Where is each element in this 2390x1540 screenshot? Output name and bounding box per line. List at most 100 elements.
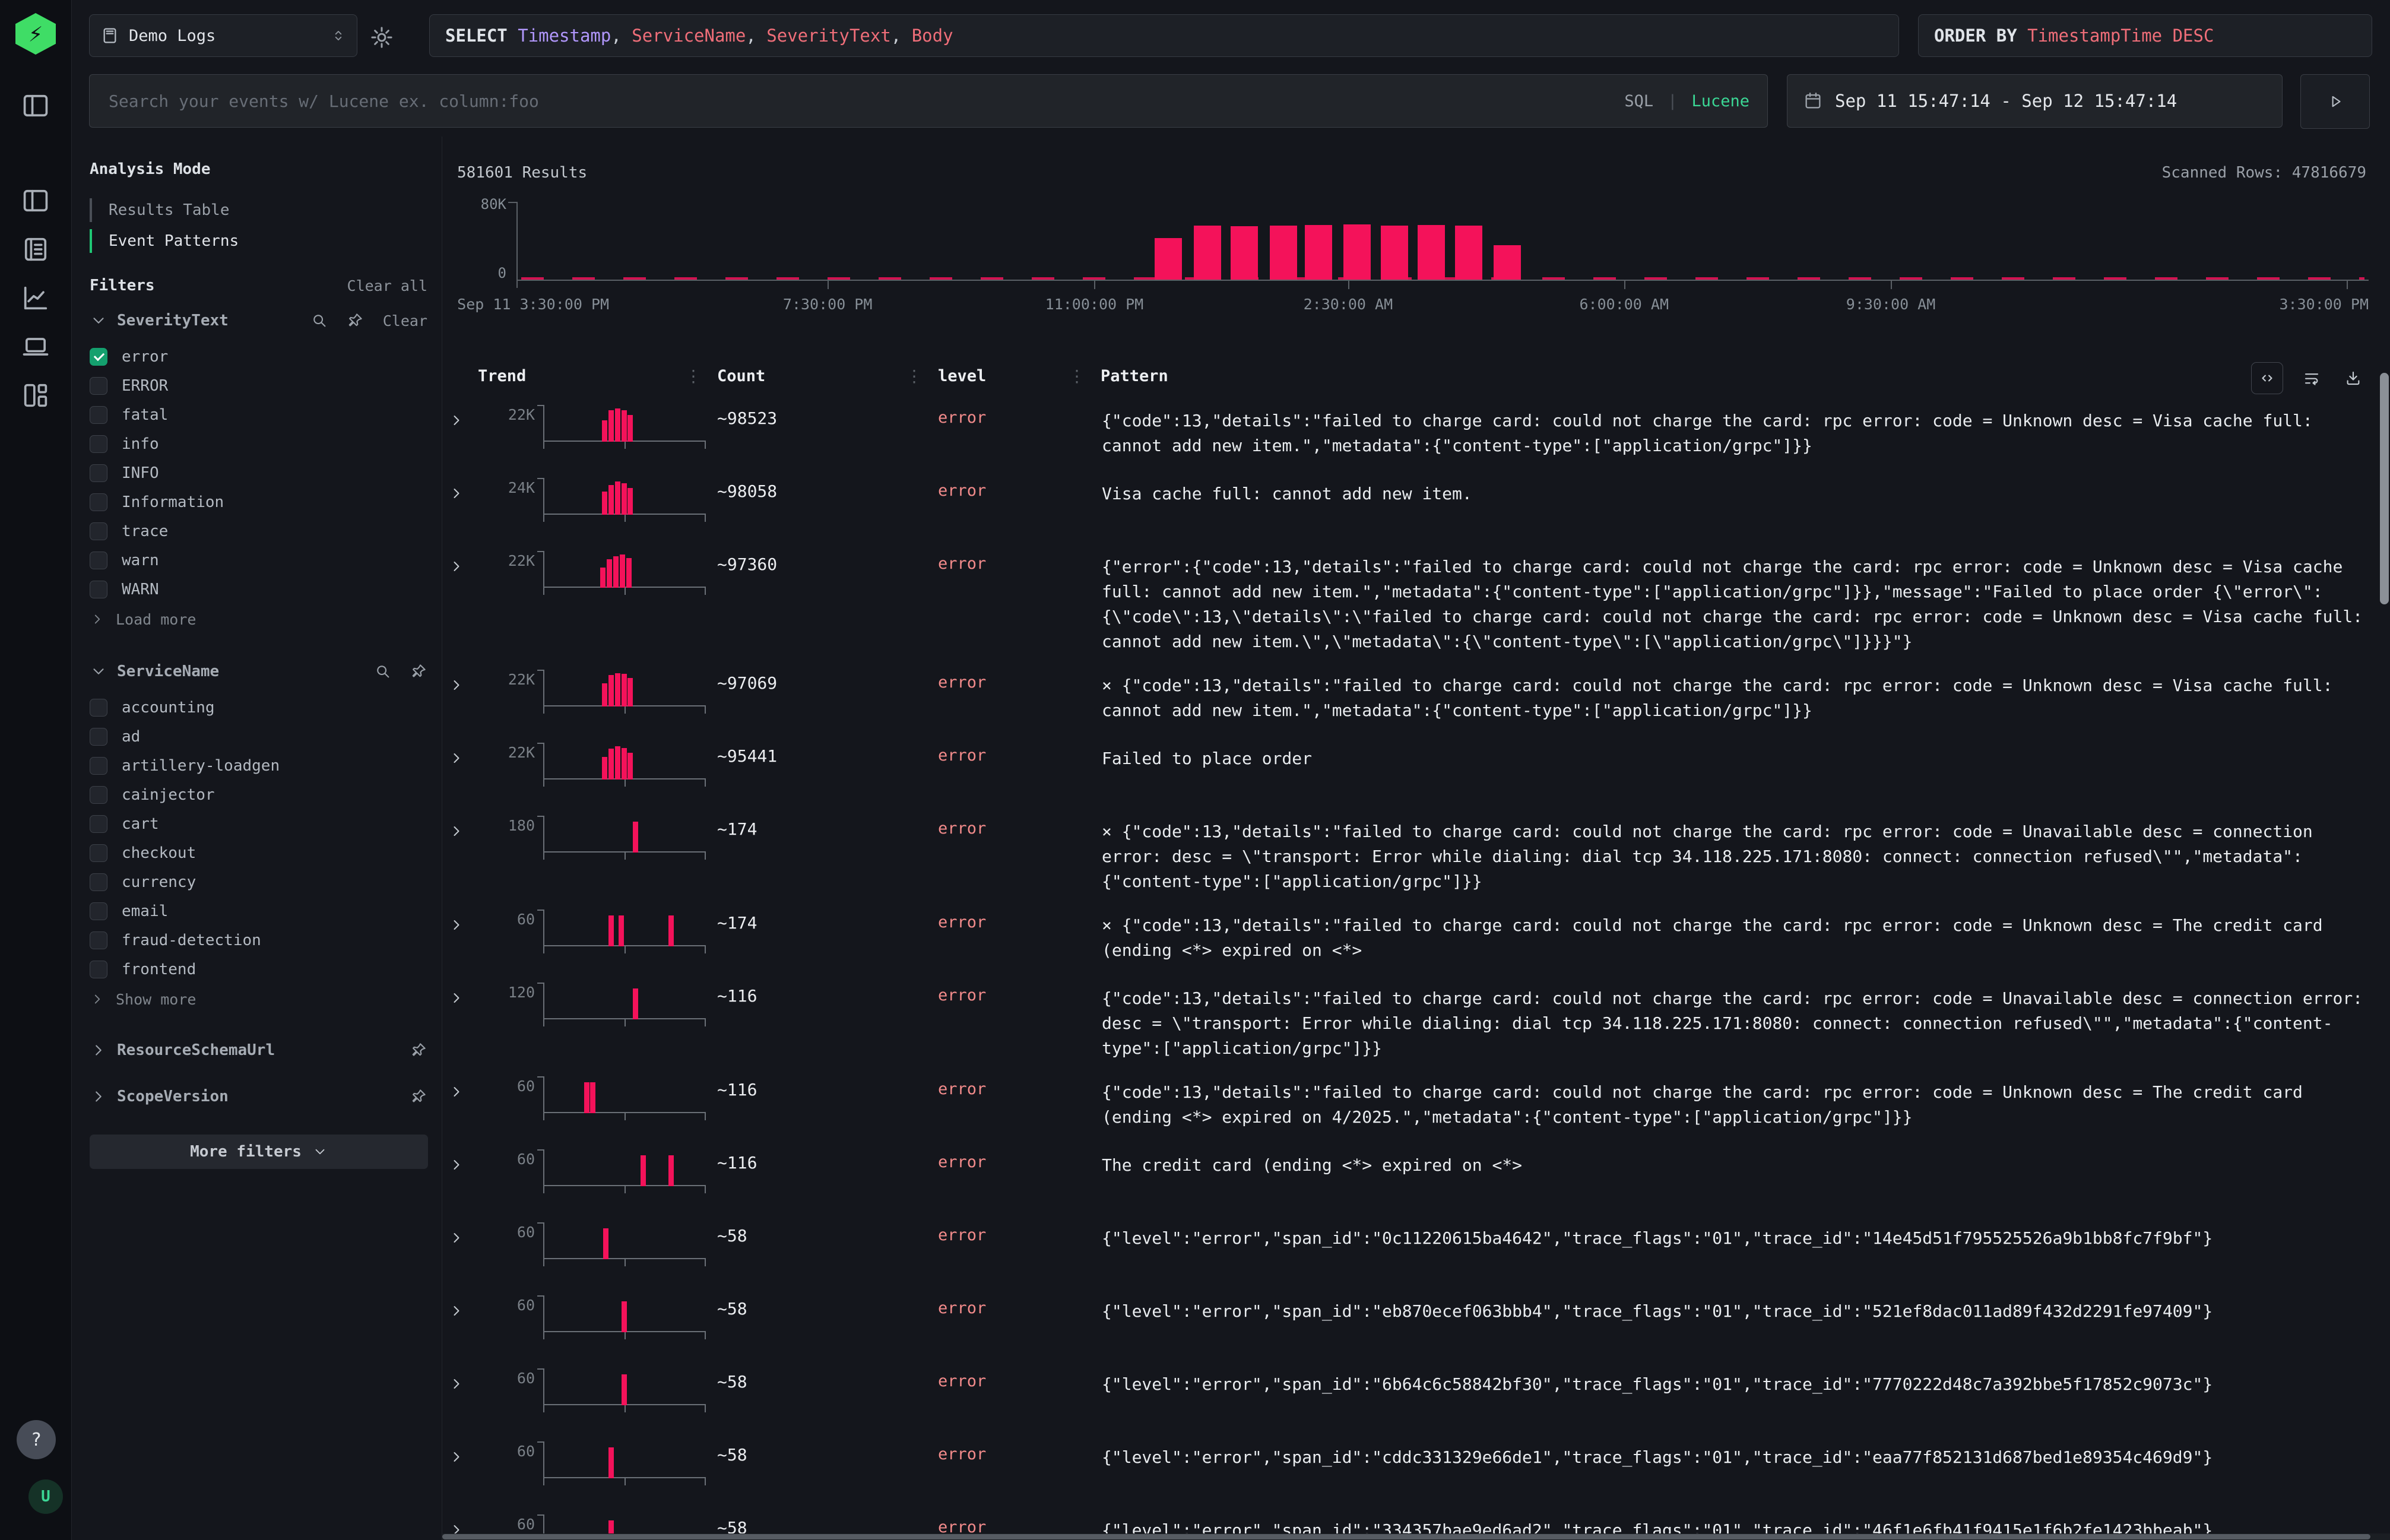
code-block-icon[interactable] [2251,362,2283,394]
filter-option-fraud-detection[interactable]: fraud-detection [90,926,427,955]
table-row[interactable]: 24K ~98058 error Visa cache full: cannot ad… [442,468,2390,541]
sql-select-input[interactable]: SELECT Timestamp, ServiceName, SeverityT… [429,14,1899,57]
expand-row-icon[interactable] [448,1449,465,1465]
wrap-lines-icon[interactable] [2299,365,2325,391]
results-histogram[interactable]: 80K 0 Sep 11 3:30:00 PM 7:30:00 PM 11:00:0… [442,196,2390,332]
analysis-mode-results-table[interactable]: Results Table [90,195,427,226]
expand-row-icon[interactable] [448,1376,465,1392]
filter-option-ad[interactable]: ad [90,722,427,751]
download-icon[interactable] [2340,365,2366,391]
table-row[interactable]: 60 ~174 error × {"code":13,"details":"faile… [442,900,2390,973]
table-row[interactable]: 60 ~116 error The credit card (ending <*> e… [442,1140,2390,1213]
checkbox[interactable] [90,376,107,395]
filter-option-cart[interactable]: cart [90,809,427,838]
checkbox[interactable] [90,902,107,920]
filter-option-WARN[interactable]: WARN [90,575,427,604]
column-header-level[interactable]: ⋮ level [906,366,987,386]
table-row[interactable]: 180 ~174 error × {"code":13,"details":"fail… [442,806,2390,900]
pin-icon[interactable] [410,663,427,680]
expand-row-icon[interactable] [448,485,465,502]
checkbox[interactable] [90,960,107,978]
table-row[interactable]: 60 ~58 error {"level":"error","span_id":"0c… [442,1213,2390,1286]
filter-option-warn[interactable]: warn [90,546,427,575]
checkbox-checked[interactable] [90,347,107,366]
load-more-link[interactable]: Load more [90,604,427,635]
expand-row-icon[interactable] [448,990,465,1006]
panel-left-icon[interactable] [20,185,51,216]
source-select[interactable]: Demo Logs [89,14,357,57]
filter-option-info[interactable]: info [90,429,427,458]
column-header-trend[interactable]: Trend [478,366,527,385]
expand-row-icon[interactable] [448,917,465,933]
column-header-pattern[interactable]: ⋮ Pattern [1069,366,1168,386]
run-query-button[interactable] [2300,74,2370,129]
show-more-link[interactable]: Show more [90,984,427,1015]
gear-icon[interactable] [369,25,394,50]
more-filters-button[interactable]: More filters [90,1135,428,1169]
table-row[interactable]: 120 ~116 error {"code":13,"details":"failed… [442,973,2390,1067]
filter-group-resourceschemaurl[interactable]: ResourceSchemaUrl [90,1028,427,1073]
filter-group-servicename[interactable]: ServiceName [90,650,427,693]
checkbox[interactable] [90,815,107,833]
column-resize-handle[interactable]: ⋮ [1069,366,1085,386]
filter-option-cainjector[interactable]: cainjector [90,780,427,809]
search-icon[interactable] [374,663,392,680]
filter-option-email[interactable]: email [90,896,427,926]
column-header-count[interactable]: ⋮ Count [685,366,766,386]
expand-row-icon[interactable] [448,677,465,693]
table-row[interactable]: 60 ~58 error {"level":"error","span_id":"6b… [442,1359,2390,1432]
filter-option-INFO[interactable]: INFO [90,458,427,487]
app-logo-icon[interactable]: ⚡ [15,13,56,55]
checkbox[interactable] [90,873,107,891]
table-row[interactable]: 60 ~116 error {"code":13,"details":"failed … [442,1067,2390,1140]
filter-option-trace[interactable]: trace [90,516,427,546]
search-icon[interactable] [310,312,328,329]
expand-row-icon[interactable] [448,558,465,575]
filter-group-severitytext[interactable]: SeverityText Clear [90,299,427,342]
table-row[interactable]: 22K ~97360 error {"error":{"code":13,"detai… [442,541,2390,660]
column-resize-handle[interactable]: ⋮ [906,366,923,386]
clear-all-button[interactable]: Clear all [347,277,427,294]
expand-row-icon[interactable] [448,823,465,839]
filter-option-fatal[interactable]: fatal [90,400,427,429]
expand-row-icon[interactable] [448,750,465,766]
checkbox[interactable] [90,405,107,424]
horizontal-scrollbar[interactable] [442,1533,2390,1540]
expand-row-icon[interactable] [448,1522,465,1538]
filter-option-artillery-loadgen[interactable]: artillery-loadgen [90,751,427,780]
horizontal-scrollbar-thumb[interactable] [442,1534,2371,1539]
filter-option-currency[interactable]: currency [90,867,427,896]
pin-icon[interactable] [410,1088,427,1105]
expand-row-icon[interactable] [448,1156,465,1173]
filter-group-scopeversion[interactable]: ScopeVersion [90,1074,427,1119]
filter-option-accounting[interactable]: accounting [90,693,427,722]
checkbox[interactable] [90,756,107,775]
filter-option-Information[interactable]: Information [90,487,427,516]
checkbox[interactable] [90,844,107,862]
analysis-mode-event-patterns[interactable]: Event Patterns [90,226,427,256]
table-row[interactable]: 60 ~58 error {"level":"error","span_id":"cd… [442,1432,2390,1505]
filter-option-error[interactable]: error [90,342,427,371]
vertical-scrollbar-thumb[interactable] [2380,373,2389,604]
expand-row-icon[interactable] [448,1303,465,1319]
column-resize-handle[interactable]: ⋮ [685,366,702,386]
line-chart-icon[interactable] [20,283,51,313]
order-by-input[interactable]: ORDER BY TimestampTime DESC [1918,14,2372,57]
pin-icon[interactable] [346,312,364,329]
checkbox[interactable] [90,580,107,598]
filter-option-frontend[interactable]: frontend [90,955,427,984]
laptop-icon[interactable] [20,331,51,362]
avatar[interactable]: U [28,1479,63,1514]
checkbox[interactable] [90,464,107,482]
expand-row-icon[interactable] [448,412,465,429]
help-button[interactable]: ? [17,1420,56,1459]
panel-toggle-icon[interactable] [20,90,51,121]
clear-group-button[interactable]: Clear [382,312,427,329]
checkbox[interactable] [90,493,107,511]
filter-option-checkout[interactable]: checkout [90,838,427,867]
checkbox[interactable] [90,931,107,949]
mode-lucene-toggle[interactable]: Lucene [1691,91,1749,110]
mode-sql-toggle[interactable]: SQL [1624,91,1654,110]
logs-icon[interactable] [20,234,51,265]
table-row[interactable]: 60 ~58 error {"level":"error","span_id":"eb… [442,1286,2390,1359]
